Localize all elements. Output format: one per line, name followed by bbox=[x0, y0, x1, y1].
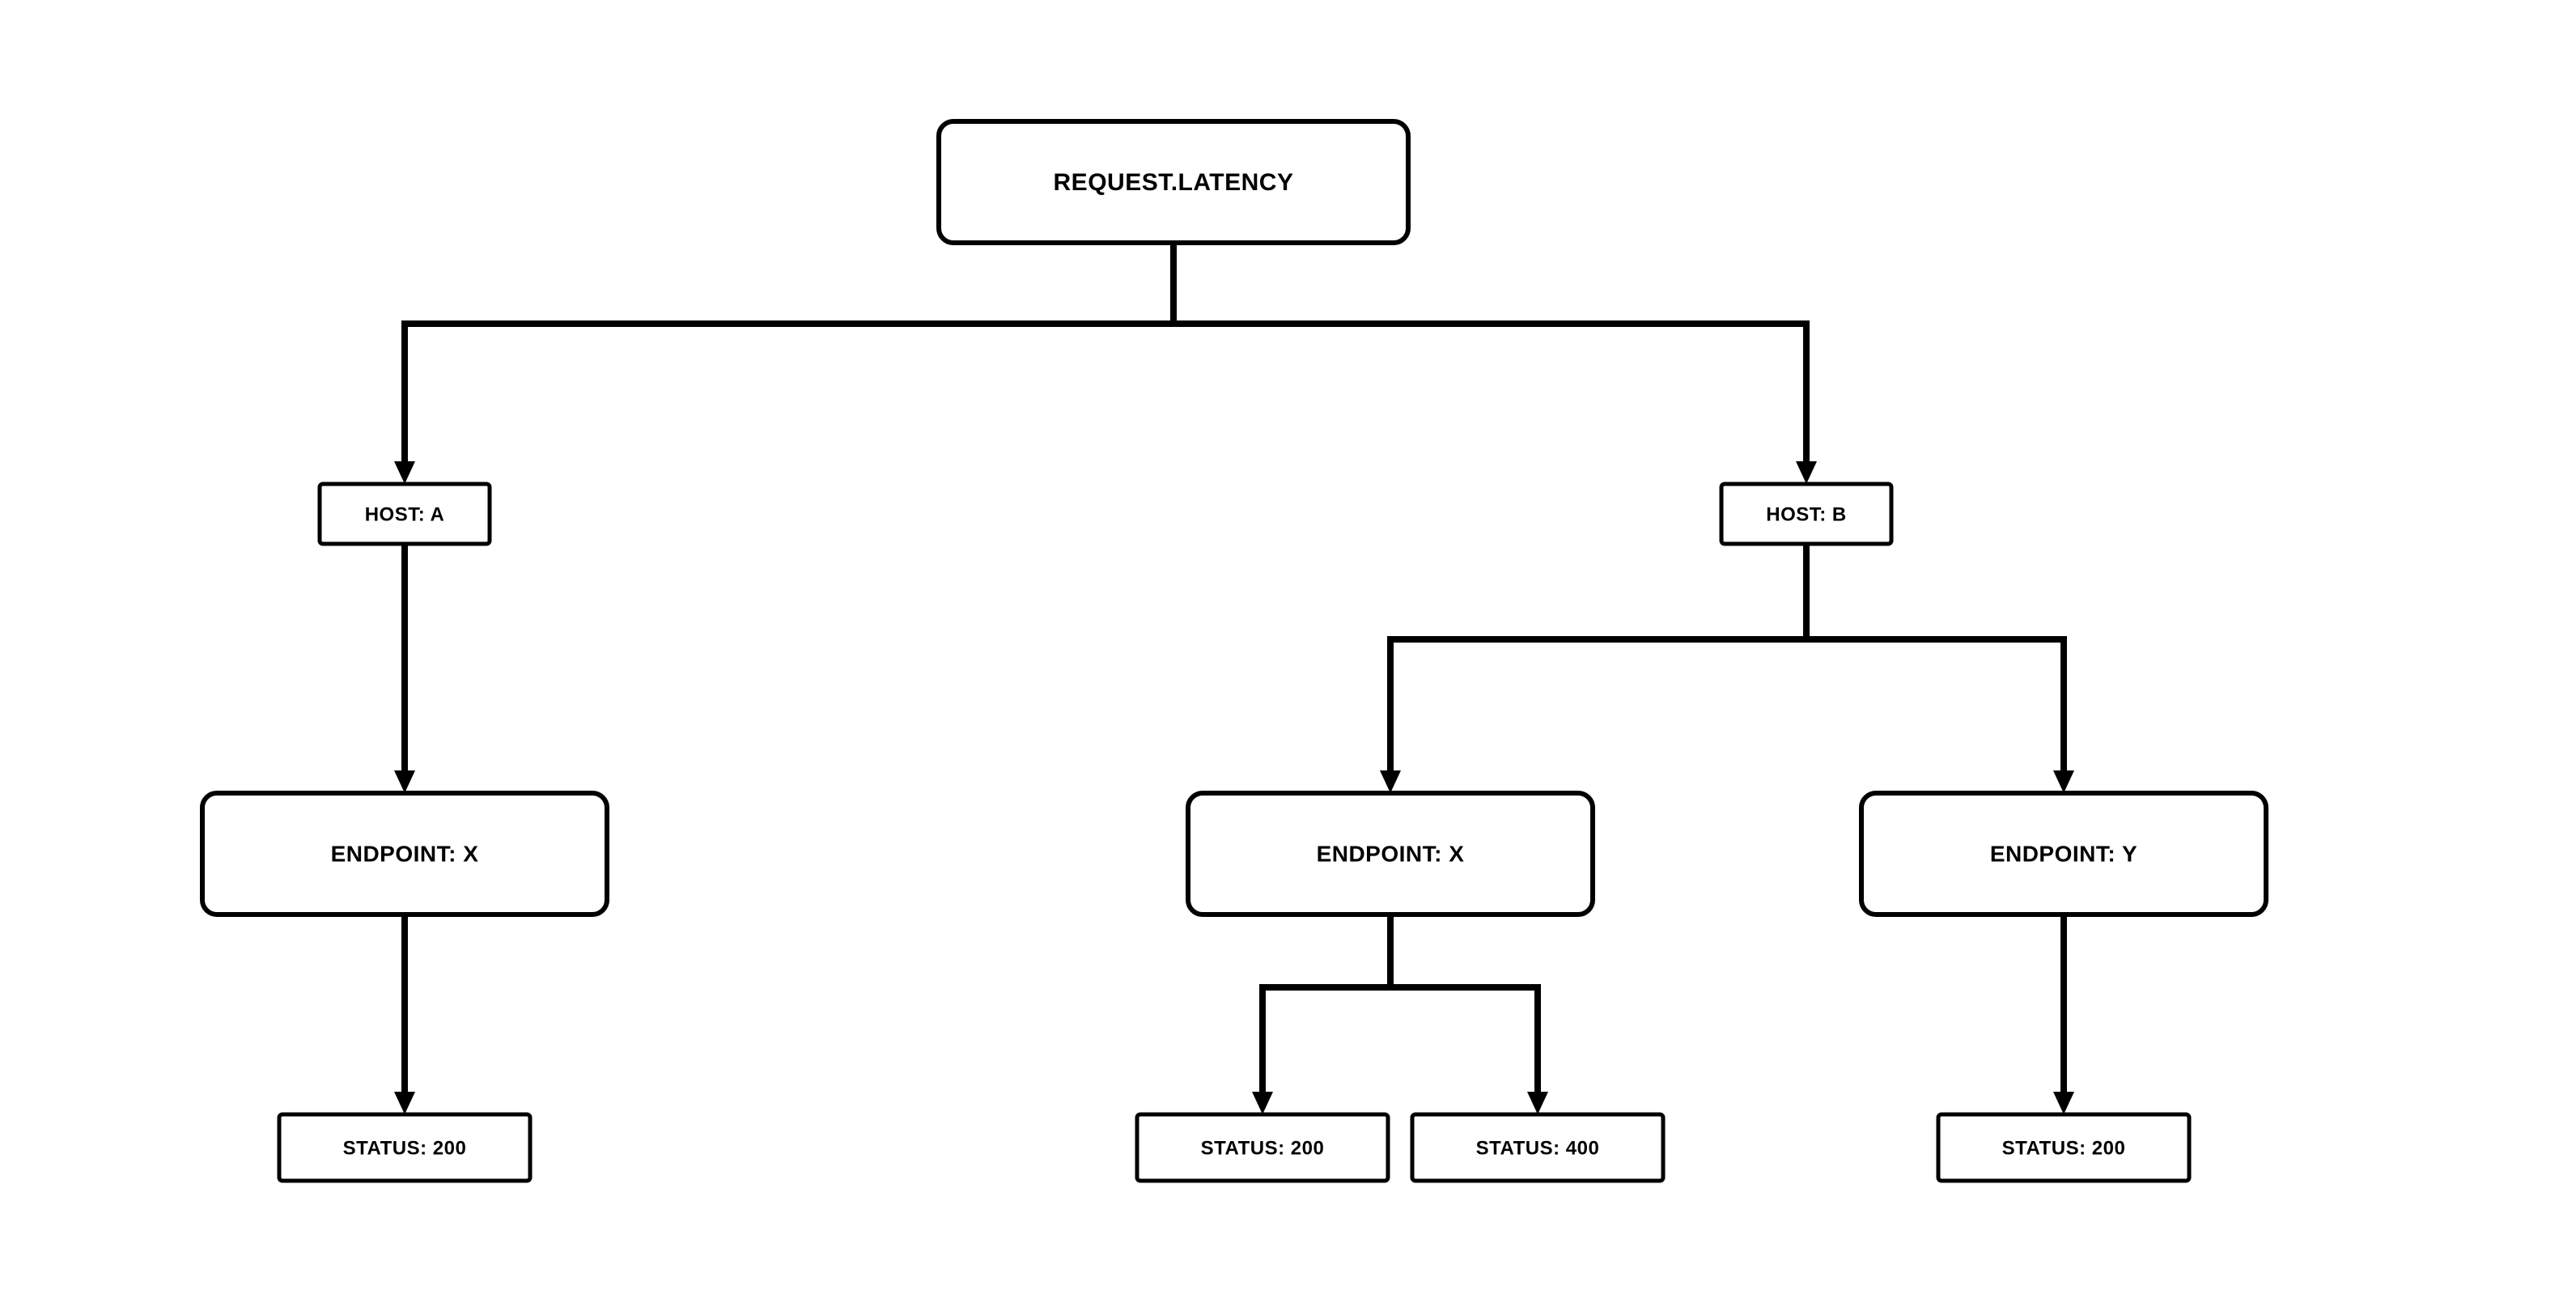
node-label-stBY200: STATUS: 200 bbox=[2002, 1137, 2126, 1159]
node-label-stBX400: STATUS: 400 bbox=[1476, 1137, 1600, 1159]
node-stBX200: STATUS: 200 bbox=[1137, 1114, 1388, 1181]
node-label-root: REQUEST.LATENCY bbox=[1054, 169, 1294, 196]
node-epBX: ENDPOINT: X bbox=[1188, 793, 1593, 914]
node-label-hostA: HOST: A bbox=[365, 503, 445, 525]
node-label-epBX: ENDPOINT: X bbox=[1317, 841, 1465, 866]
node-stBX400: STATUS: 400 bbox=[1412, 1114, 1663, 1181]
node-epBY: ENDPOINT: Y bbox=[1861, 793, 2266, 914]
edges-layer bbox=[401, 243, 2067, 1103]
node-label-hostB: HOST: B bbox=[1766, 503, 1847, 525]
node-label-stBX200: STATUS: 200 bbox=[1201, 1137, 1325, 1159]
node-hostA: HOST: A bbox=[320, 484, 490, 544]
node-epAX: ENDPOINT: X bbox=[202, 793, 607, 914]
node-stBY200: STATUS: 200 bbox=[1938, 1114, 2189, 1181]
nodes-layer: REQUEST.LATENCY HOST: A HOST: B ENDPOINT: X… bbox=[202, 121, 2266, 1181]
metric-tree-diagram: REQUEST.LATENCY HOST: A HOST: B ENDPOINT: X… bbox=[0, 0, 2576, 1307]
node-label-stA200: STATUS: 200 bbox=[343, 1137, 467, 1159]
node-hostB: HOST: B bbox=[1721, 484, 1891, 544]
node-stA200: STATUS: 200 bbox=[279, 1114, 530, 1181]
node-label-epAX: ENDPOINT: X bbox=[331, 841, 479, 866]
node-root: REQUEST.LATENCY bbox=[939, 121, 1408, 243]
node-label-epBY: ENDPOINT: Y bbox=[1990, 841, 2137, 866]
